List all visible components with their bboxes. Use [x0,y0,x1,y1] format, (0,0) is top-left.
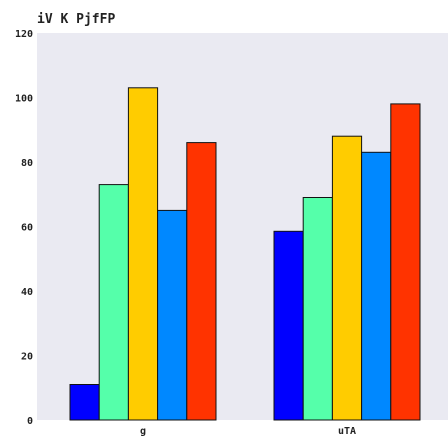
bar [361,151,392,421]
y-tick-label: 0 [27,416,33,427]
y-tick-label: 120 [15,29,33,40]
x-tick-label: uTA [338,426,356,437]
bar [390,103,421,421]
x-tick-label: g [140,426,146,437]
y-tick-label: 40 [21,287,33,298]
bar [127,87,159,421]
bar [157,209,188,421]
bar [273,230,304,421]
y-tick-label: 80 [21,158,33,169]
y-axis: 0 20 40 60 80 100 120 [15,29,33,427]
chart-title: iV K PjfFP [37,12,115,27]
y-tick-label: 60 [21,223,33,234]
bar [186,142,217,421]
bar [302,197,333,421]
y-tick-label: 100 [15,94,33,105]
bar [331,135,363,421]
y-tick-label: 20 [21,352,33,363]
bars-group [69,87,421,421]
bar [69,384,100,421]
bar [98,184,129,421]
x-axis: g uTA [140,426,356,437]
